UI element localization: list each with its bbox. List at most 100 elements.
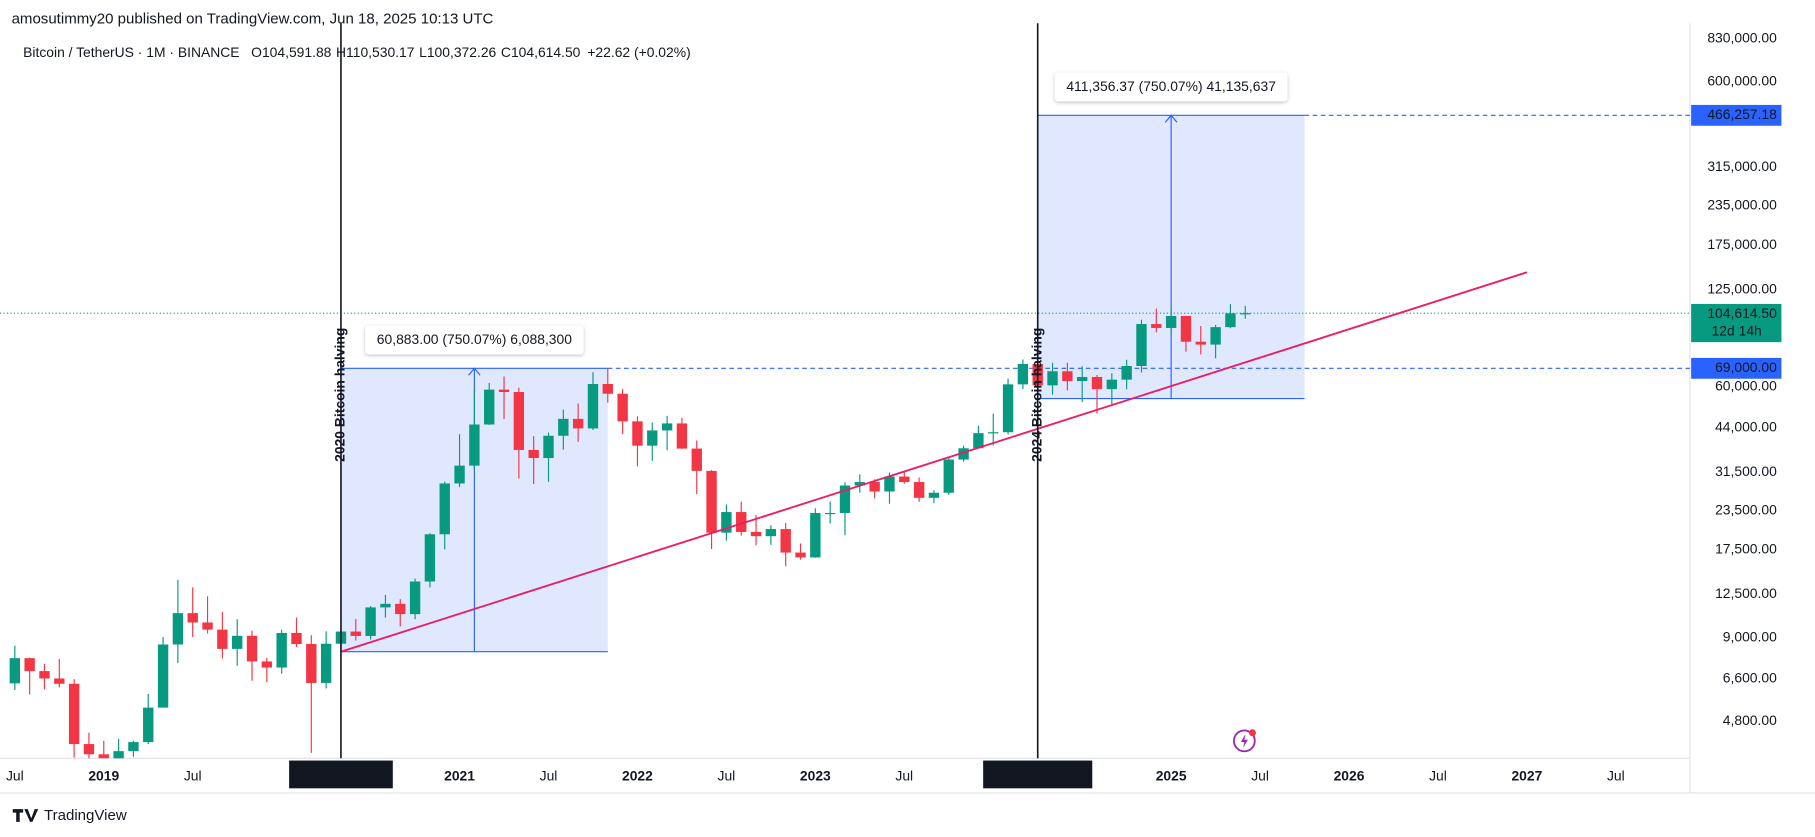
candle-body (928, 492, 940, 498)
candle-body (899, 476, 910, 483)
candle-body (424, 534, 436, 582)
halving-date-box (289, 760, 393, 789)
candle-body (1210, 327, 1221, 345)
halving-text: 2024 Bitcoin halving (1028, 328, 1044, 462)
candle-body (172, 613, 184, 645)
candle-body (632, 421, 643, 446)
candle-body (795, 552, 806, 558)
candle-body (572, 418, 584, 429)
candle-body (676, 423, 688, 449)
x-tick-label: Jul (1251, 767, 1269, 783)
candle-body (39, 671, 50, 679)
candle-body (1136, 324, 1147, 366)
candle-body (1062, 371, 1073, 382)
measure-label: 60,883.00 (750.07%) 6,088,300 (377, 331, 572, 347)
candle-body (98, 754, 109, 759)
measure-label-box (1054, 72, 1288, 102)
candle-body (439, 483, 450, 535)
candle-body (543, 435, 554, 459)
candle-body (128, 742, 139, 752)
last-price-tag (1691, 303, 1782, 343)
x-tick-label: 2025 (1156, 767, 1187, 783)
price-tag (1691, 104, 1782, 126)
y-tick-label: 175,000.00 (1707, 236, 1777, 252)
x-tick-label: 2027 (1511, 767, 1542, 783)
candle-body (810, 513, 821, 558)
candle-body (320, 643, 332, 683)
candle-body (528, 449, 539, 459)
price-tag-label: 69,000.00 (1715, 359, 1777, 375)
candle-body (157, 644, 169, 708)
candle-body (113, 751, 124, 759)
y-tick-label: 6,600.00 (1723, 670, 1777, 686)
candle-body (1121, 365, 1132, 380)
publisher: amosutimmy20 published on TradingView.co… (12, 11, 494, 28)
ohlc-value: 104,591.88 (262, 44, 332, 60)
arrow-head (468, 367, 481, 376)
candle-body (217, 629, 228, 649)
change: +22.62 (+0.02%) (587, 44, 690, 60)
candle-body (1076, 376, 1088, 382)
candle-body (54, 678, 65, 684)
candle-body (943, 459, 954, 493)
candle-body (1195, 341, 1206, 345)
candle-body (1151, 324, 1162, 328)
last-price-label: 104,614.50 (1707, 305, 1777, 321)
measure-label-box (365, 325, 584, 355)
candle-body (780, 529, 791, 553)
logo (12, 809, 39, 822)
candle-body (202, 622, 213, 630)
candle-body (68, 683, 80, 745)
ohlc-key: O (251, 44, 262, 60)
candle-body (83, 744, 95, 755)
candle-body (409, 581, 421, 615)
overlay: 60,883.00 (750.07%) 6,088,300 411,356.37 … (289, 23, 1288, 789)
candle-body (1002, 384, 1014, 433)
candle-body (691, 448, 702, 471)
candle-body (1225, 313, 1236, 328)
candle-body (1017, 363, 1029, 385)
plot-area (0, 114, 1690, 759)
candle-body (721, 512, 732, 533)
candle-body (869, 482, 880, 492)
price-tag (1691, 357, 1782, 379)
x-tick-label: 2019 (88, 767, 119, 783)
candle-body (143, 707, 154, 743)
y-tick-label: 44,000.00 (1715, 419, 1777, 435)
price-tag-label: 466,257.18 (1707, 106, 1777, 122)
candle-body (602, 383, 613, 394)
candle-body (1165, 316, 1177, 328)
candle-body (558, 418, 569, 436)
ohlc-key: H (336, 44, 346, 60)
candle-body (380, 603, 391, 608)
candle-body (824, 512, 836, 515)
candle-body (884, 476, 895, 492)
candle-body (469, 424, 480, 466)
halving-date-box (983, 760, 1093, 789)
candle-body (1106, 379, 1118, 390)
candle-body (1091, 376, 1103, 390)
y-tick-label: 60,000.00 (1715, 377, 1777, 393)
candle-body (750, 531, 762, 537)
x-tick-label: 2023 (800, 767, 831, 783)
candle-body (276, 632, 287, 668)
candle-body (350, 631, 361, 636)
candle-body (617, 393, 628, 422)
candle-body (973, 433, 984, 449)
arrow-head (1164, 114, 1178, 123)
candle-body (854, 482, 866, 486)
candle-body (513, 392, 525, 450)
candle-body (913, 482, 925, 498)
x-tick-label: Jul (895, 767, 913, 783)
x-tick-label: Jul (540, 767, 558, 783)
candle-body (187, 613, 198, 623)
countdown: 12d 14h (1712, 322, 1762, 338)
candle-body (661, 423, 673, 431)
y-tick-label: 4,800.00 (1723, 712, 1777, 728)
y-tick-label: 235,000.00 (1707, 197, 1777, 213)
candle-body (306, 644, 317, 683)
y-tick-label: 17,500.00 (1715, 541, 1777, 557)
candle-body (1047, 371, 1058, 386)
